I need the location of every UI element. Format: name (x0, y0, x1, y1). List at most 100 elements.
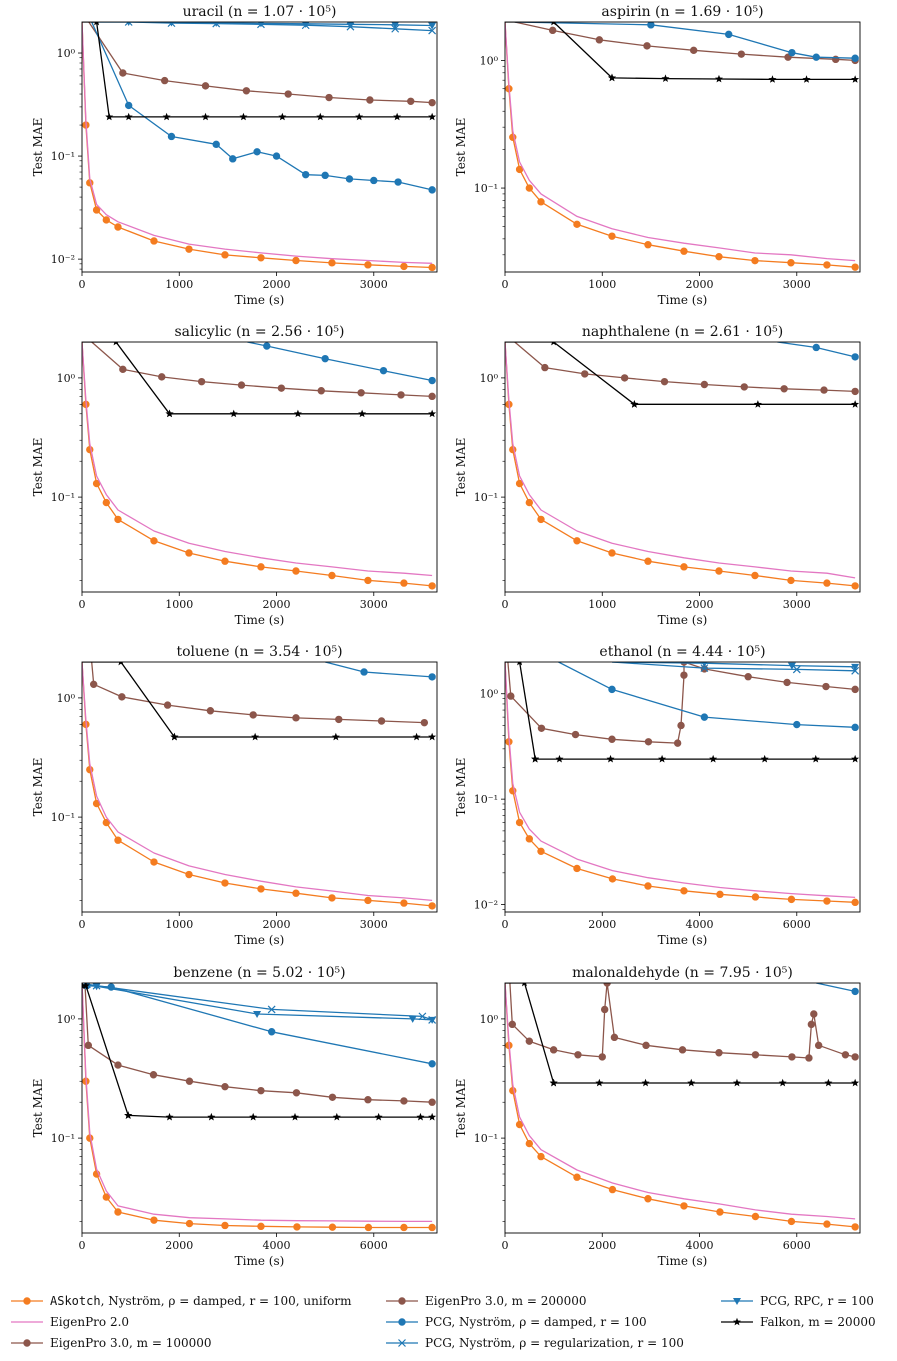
data-point-falkon (555, 754, 564, 763)
data-point-askotch (221, 557, 229, 565)
data-point-falkon (412, 732, 421, 741)
y-tick-label: 10⁻¹ (51, 1132, 75, 1145)
data-point-ep3_100k (715, 1049, 723, 1057)
data-point-askotch (292, 567, 300, 575)
data-point-falkon (428, 112, 437, 121)
data-point-ep3_100k (397, 391, 405, 399)
legend-marker-falkon (721, 1317, 753, 1326)
data-point-askotch (644, 241, 652, 249)
data-point-pcg_damped (851, 54, 859, 62)
data-point-pcg_damped (428, 376, 436, 385)
data-point-pcg_rpc (257, 22, 265, 28)
x-tick-label: 1000 (165, 918, 193, 931)
data-point-ep3_100k (608, 735, 616, 743)
data-point-ep3_100k (118, 693, 126, 701)
data-point-askotch (680, 563, 688, 571)
series-line-ep3_100k (91, 662, 425, 724)
data-point-pcg_rpc (213, 22, 220, 27)
legend-label-falkon: Falkon, m = 20000 (760, 1315, 876, 1329)
series-line-eigenpro2 (505, 342, 856, 579)
plot-frame (81, 341, 438, 593)
data-point-askotch (716, 890, 724, 899)
legend-symbol (398, 1297, 406, 1305)
x-tick-label: 1000 (165, 598, 193, 611)
x-axis-label: Time (s) (658, 293, 708, 307)
series-group (82, 22, 437, 272)
data-point-askotch (428, 582, 436, 590)
data-point-falkon (239, 112, 248, 121)
data-point-askotch (328, 1223, 337, 1231)
data-point-pcg_rpc (92, 983, 101, 991)
series-line-eigenpro2 (82, 342, 433, 577)
data-point-pcg_reg (700, 664, 709, 673)
x-axis-label: Time (s) (658, 1254, 708, 1268)
series-line-pcg_damped (91, 22, 433, 191)
data-point-pcg_rpc (126, 22, 131, 26)
data-point-ep3_100k (328, 1093, 337, 1101)
data-point-askotch (787, 576, 795, 585)
data-point-pcg_damped (428, 186, 436, 194)
data-point-pcg_rpc (168, 22, 175, 27)
x-tick-label: 1000 (588, 598, 616, 611)
series-group (505, 342, 860, 590)
data-point-falkon (760, 754, 769, 763)
x-tick-label: 3000 (783, 598, 811, 611)
series-group (82, 983, 437, 1232)
data-point-falkon (658, 754, 667, 763)
data-point-askotch (92, 206, 101, 214)
series-line-ep3_100k (84, 983, 433, 1103)
data-point-ep3_100k (114, 1061, 122, 1069)
x-tick-label: 0 (79, 918, 86, 931)
data-point-pcg_rpc (391, 22, 400, 29)
chart-title: aspirin (n = 1.69 · 10⁵) (601, 4, 763, 20)
data-point-askotch (537, 515, 545, 524)
data-point-ep3_100k (407, 97, 415, 106)
data-point-falkon (393, 112, 402, 121)
data-point-falkon (428, 409, 437, 418)
data-point-askotch (328, 259, 336, 267)
legend-label-ep3-200k: EigenPro 3.0, m = 200000 (425, 1294, 587, 1308)
y-tick-label: 10⁻¹ (51, 811, 75, 824)
x-tick-label: 3000 (360, 918, 388, 931)
data-point-askotch (751, 571, 759, 580)
data-point-ep3_100k (689, 46, 698, 55)
y-tick-label: 10⁰ (57, 47, 76, 60)
chart-title: salicylic (n = 2.56 · 10⁵) (174, 324, 344, 340)
series-line-ep3_100k (91, 342, 433, 398)
data-point-ep3_100k (783, 678, 791, 687)
chart-panel-2: salicylic (n = 2.56 · 10⁵) Test MAE Time (… (31, 324, 438, 627)
legend-marker-askotch (11, 1297, 43, 1305)
x-tick-label: 0 (502, 1239, 509, 1252)
data-point-ep3_100k (581, 370, 589, 378)
data-point-askotch (102, 216, 111, 224)
y-tick-label: 10⁰ (480, 1013, 499, 1026)
legend-item-ep3-200k: EigenPro 3.0, m = 200000 (385, 1294, 587, 1308)
series-line-eigenpro2 (82, 22, 433, 264)
data-point-falkon (709, 754, 718, 763)
data-point-pcg_damped (124, 101, 133, 110)
data-point-ep3_100k (851, 1053, 859, 1061)
data-point-falkon (249, 1112, 258, 1121)
series-group (82, 662, 437, 910)
data-point-askotch (221, 251, 229, 259)
data-point-falkon (94, 22, 100, 26)
x-tick-label: 1000 (165, 278, 193, 291)
x-tick-label: 4000 (686, 918, 714, 931)
chart-title: benzene (n = 5.02 · 10⁵) (173, 965, 345, 981)
data-point-ep3_100k (507, 692, 515, 700)
data-point-ep3_100k (428, 1098, 436, 1106)
data-point-askotch (428, 263, 436, 272)
x-tick-label: 4000 (263, 1239, 291, 1252)
data-point-ep3_100k (574, 1051, 582, 1059)
data-point-ep3_100k (810, 1010, 818, 1018)
data-point-ep3_100k (525, 1037, 534, 1045)
y-axis-label: Test MAE (454, 438, 468, 497)
data-point-falkon (661, 74, 670, 83)
data-point-pcg_reg (267, 1005, 276, 1014)
data-point-pcg_damped (812, 343, 820, 352)
data-point-askotch (515, 165, 524, 174)
data-point-falkon (851, 400, 860, 408)
data-point-askotch (400, 262, 408, 271)
data-point-falkon (595, 1078, 604, 1087)
x-axis-label: Time (s) (235, 293, 285, 307)
